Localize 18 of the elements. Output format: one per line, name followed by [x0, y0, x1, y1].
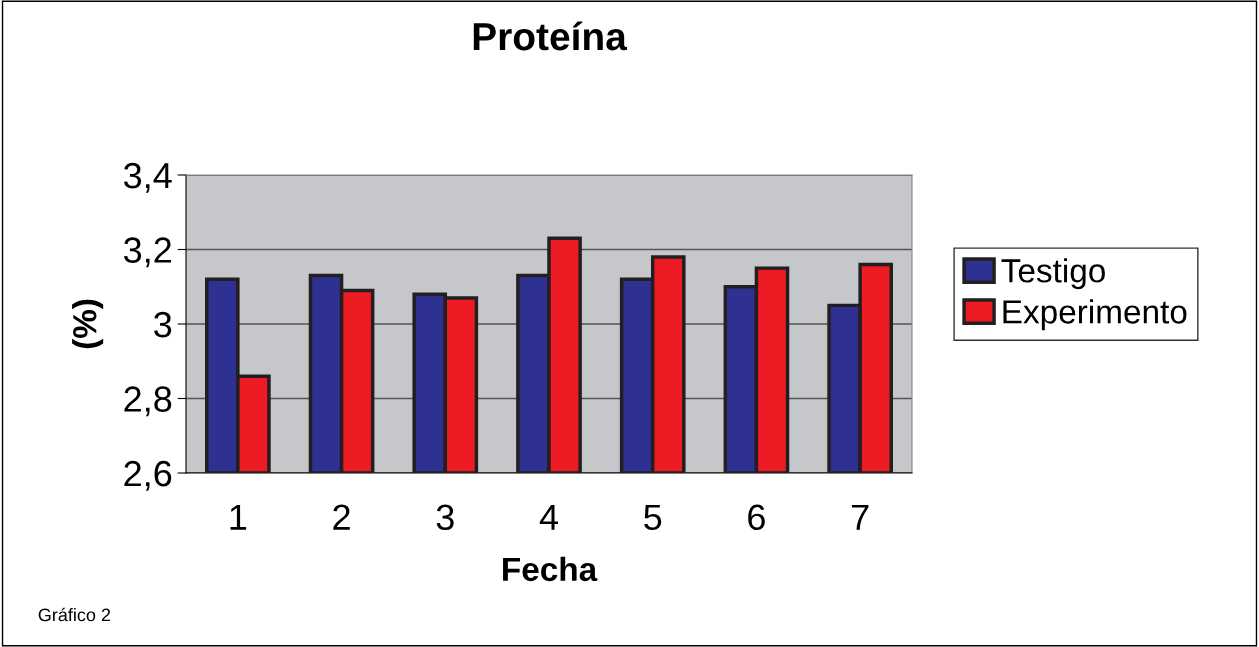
x-tick-label: 6	[748, 504, 765, 531]
y-axis-title: (%)	[72, 299, 104, 349]
chart-title: Proteína	[473, 21, 628, 51]
y-tick-label: 2,6	[124, 460, 172, 491]
x-tick-label: 4	[539, 504, 558, 530]
text: Gráfico 2	[38, 607, 111, 622]
x-tick-label: 2	[333, 504, 350, 530]
x-tick-label: 1	[230, 504, 247, 530]
y-tick-label: 3,2	[123, 237, 171, 268]
x-tick-label: 5	[644, 504, 662, 531]
y-tick-label: 3	[154, 311, 172, 338]
x-tick-label: 7	[851, 504, 869, 530]
legend-label: Experimento	[1003, 299, 1187, 331]
legend-label: Testigo	[1001, 258, 1105, 290]
x-axis-title: Fecha	[503, 556, 598, 582]
x-tick-label: 3	[436, 504, 454, 531]
y-tick-label: 3,4	[123, 162, 172, 193]
y-tick-label: 2,8	[124, 386, 172, 417]
